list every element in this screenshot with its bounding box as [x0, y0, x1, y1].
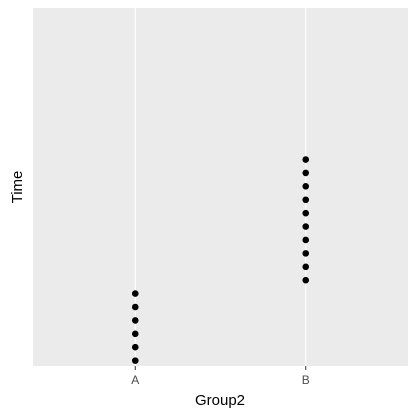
- point: [302, 156, 310, 163]
- point: [302, 250, 310, 257]
- point: [131, 290, 139, 297]
- point: [131, 343, 139, 351]
- x-tick-label: B: [302, 373, 310, 387]
- point: [131, 303, 139, 311]
- x-axis-label: Group2: [195, 392, 245, 409]
- point: [302, 263, 310, 271]
- point: [131, 330, 139, 338]
- point: [131, 317, 139, 324]
- point: [302, 223, 310, 230]
- y-axis-label: Time: [9, 171, 26, 204]
- panel: [33, 8, 408, 366]
- point: [302, 276, 310, 284]
- point: [302, 183, 310, 190]
- point: [302, 236, 310, 244]
- point: [131, 357, 139, 364]
- point: [302, 196, 310, 204]
- x-tick-label: A: [131, 373, 139, 387]
- point: [302, 209, 310, 217]
- point: [302, 169, 310, 177]
